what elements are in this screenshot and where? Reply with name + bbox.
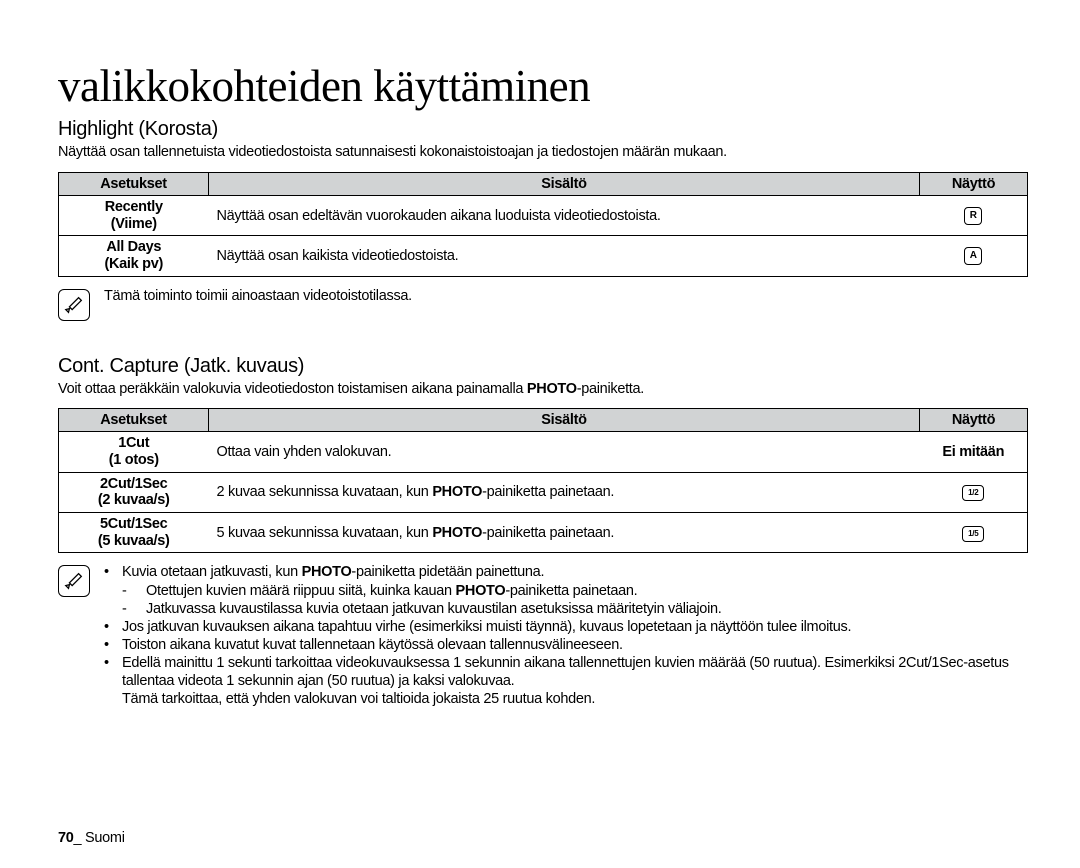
note-icon [58, 289, 90, 321]
table-row: 2Cut/1Sec (2 kuvaa/s) 2 kuvaa sekunnissa… [59, 472, 1028, 512]
page-footer: 70_ Suomi [58, 830, 125, 846]
th-asetukset: Asetukset [59, 172, 209, 195]
table-row: 5Cut/1Sec (5 kuvaa/s) 5 kuvaa sekunnissa… [59, 513, 1028, 553]
intro-pre: Voit ottaa peräkkäin valokuvia videotied… [58, 381, 527, 397]
row-desc: Ottaa vain yhden valokuvan. [209, 432, 920, 472]
row-icon-cell: 1/5 [920, 513, 1028, 553]
row-label: 5Cut/1Sec [100, 516, 167, 532]
desc-bold: PHOTO [432, 525, 482, 541]
bullet-bold: PHOTO [302, 564, 352, 580]
th-naytto: Näyttö [920, 409, 1028, 432]
desc-post: -painiketta painetaan. [482, 484, 614, 500]
row-label-2b: (Kaik pv) [104, 256, 163, 272]
table-row: All Days (Kaik pv) Näyttää osan kaikista… [59, 236, 1028, 276]
list-item: Otettujen kuvien määrä riippuu siitä, ku… [122, 582, 1028, 600]
intro-post: -painiketta. [577, 381, 644, 397]
desc-post: -painiketta painetaan. [482, 525, 614, 541]
list-item: Jos jatkuvan kuvauksen aikana tapahtuu v… [104, 618, 1028, 636]
row-label-sub: (5 kuvaa/s) [98, 533, 170, 549]
row-label-sub: (1 otos) [109, 452, 159, 468]
dash-text: Otettujen kuvien määrä riippuu siitä, ku… [146, 583, 456, 599]
table-row: 1Cut (1 otos) Ottaa vain yhden valokuvan… [59, 432, 1028, 472]
row-icon-cell: 1/2 [920, 472, 1028, 512]
list-item: Kuvia otetaan jatkuvasti, kun PHOTO-pain… [104, 563, 1028, 617]
page-lang: Suomi [85, 830, 125, 846]
note-icon [58, 565, 90, 597]
section1-table: Asetukset Sisältö Näyttö Recently (Viime… [58, 172, 1028, 277]
section1-note: Tämä toiminto toimii ainoastaan videotoi… [58, 287, 1028, 321]
th-sisalto: Sisältö [209, 409, 920, 432]
table-row: Recently (Viime) Näyttää osan edeltävän … [59, 195, 1028, 235]
row-label-2: All Days [106, 239, 161, 255]
row-desc: Näyttää osan kaikista videotiedostoista. [209, 236, 920, 276]
list-item: Jatkuvassa kuvaustilassa kuvia otetaan j… [122, 600, 1028, 618]
note-body: Kuvia otetaan jatkuvasti, kun PHOTO-pain… [104, 563, 1028, 708]
section1-intro: Näyttää osan tallennetuista videotiedost… [58, 143, 1028, 162]
recently-icon: R [964, 207, 982, 225]
row-label-1b: (Viime) [111, 216, 157, 232]
row-label: 1Cut [118, 435, 149, 451]
page-sep: _ [74, 830, 82, 846]
row-desc: 5 kuvaa sekunnissa kuvataan, kun PHOTO-p… [209, 513, 920, 553]
alldays-icon: A [964, 247, 982, 265]
capture-1-5-icon: 1/5 [962, 526, 984, 542]
row-icon-cell: R [920, 195, 1028, 235]
bullet-text: Edellä mainittu 1 sekunti tarkoittaa vid… [122, 655, 1009, 689]
row-desc: Näyttää osan edeltävän vuorokauden aikan… [209, 195, 920, 235]
desc-bold: PHOTO [432, 484, 482, 500]
page-number: 70 [58, 830, 74, 846]
list-item: Edellä mainittu 1 sekunti tarkoittaa vid… [104, 654, 1028, 708]
section2-table: Asetukset Sisältö Näyttö 1Cut (1 otos) O… [58, 408, 1028, 553]
dash-text: -painiketta painetaan. [505, 583, 637, 599]
section2-intro: Voit ottaa peräkkäin valokuvia videotied… [58, 380, 1028, 399]
desc-pre: 2 kuvaa sekunnissa kuvataan, kun [217, 484, 433, 500]
dash-bold: PHOTO [456, 583, 506, 599]
bullet-text: Tämä tarkoittaa, että yhden valokuvan vo… [122, 691, 595, 707]
list-item: Toiston aikana kuvatut kuvat tallennetaa… [104, 636, 1028, 654]
capture-1-2-icon: 1/2 [962, 485, 984, 501]
page-title: valikkokohteiden käyttäminen [58, 60, 1028, 112]
note-text: Tämä toiminto toimii ainoastaan videotoi… [104, 287, 1028, 305]
section2-notes: Kuvia otetaan jatkuvasti, kun PHOTO-pain… [58, 563, 1028, 708]
desc-pre: 5 kuvaa sekunnissa kuvataan, kun [217, 525, 433, 541]
row-display: Ei mitään [920, 432, 1028, 472]
row-label: 2Cut/1Sec [100, 476, 167, 492]
row-label-1: Recently [105, 199, 163, 215]
pencil-icon [63, 570, 85, 592]
row-desc: 2 kuvaa sekunnissa kuvataan, kun PHOTO-p… [209, 472, 920, 512]
th-naytto: Näyttö [920, 172, 1028, 195]
row-icon-cell: A [920, 236, 1028, 276]
th-sisalto: Sisältö [209, 172, 920, 195]
intro-bold: PHOTO [527, 381, 577, 397]
bullet-text: -painiketta pidetään painettuna. [351, 564, 544, 580]
row-label-sub: (2 kuvaa/s) [98, 492, 170, 508]
th-asetukset: Asetukset [59, 409, 209, 432]
section2-title: Cont. Capture (Jatk. kuvaus) [58, 355, 1028, 378]
pencil-icon [63, 294, 85, 316]
bullet-text: Kuvia otetaan jatkuvasti, kun [122, 564, 302, 580]
section1-title: Highlight (Korosta) [58, 118, 1028, 141]
